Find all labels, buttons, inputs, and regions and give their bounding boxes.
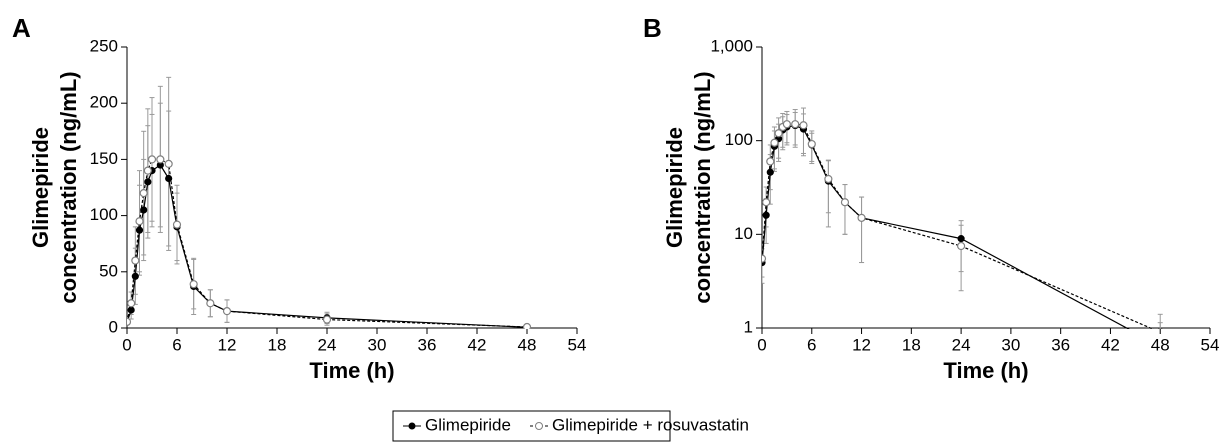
data-point (143, 166, 152, 175)
x-tick-label: 54 (1201, 335, 1220, 354)
data-point (770, 138, 779, 147)
x-tick-label: 6 (807, 335, 816, 354)
panel-label: B (643, 13, 662, 43)
x-tick-label: 42 (1101, 335, 1120, 354)
plot-area (127, 76, 532, 329)
x-tick-label: 0 (122, 335, 131, 354)
data-point (156, 155, 165, 164)
x-tick-label: 30 (1001, 335, 1020, 354)
data-point (762, 254, 767, 263)
data-point (807, 139, 816, 149)
data-point (840, 198, 850, 207)
error-bar (859, 196, 865, 264)
y-tick-label: 1 (744, 317, 753, 336)
x-tick-label: 24 (952, 335, 971, 354)
plot-area (762, 107, 1163, 329)
y-tick-label: 100 (725, 130, 753, 149)
x-tick-label: 6 (172, 335, 181, 354)
data-point (164, 159, 173, 168)
legend-label: Glimepiride (425, 415, 511, 434)
data-point (762, 211, 770, 219)
data-point (766, 157, 775, 166)
data-point (127, 317, 132, 326)
y-tick-label: 0 (109, 317, 118, 336)
legend-swatch (535, 422, 543, 430)
panel-label: A (12, 13, 31, 43)
data-point (782, 120, 791, 129)
data-point (957, 235, 965, 243)
y-axis-title: concentration (ng/mL) (56, 71, 81, 303)
data-point (135, 217, 144, 226)
data-point (131, 256, 140, 265)
error-bar (842, 184, 848, 235)
data-point (139, 189, 148, 198)
y-axis-title: Glimepiride (662, 127, 687, 248)
data-point (322, 315, 332, 324)
x-axis-title: Time (h) (943, 358, 1028, 383)
x-tick-label: 36 (1051, 335, 1070, 354)
y-tick-label: 1,000 (710, 36, 753, 55)
series-line (127, 158, 528, 328)
data-point (222, 307, 232, 316)
x-tick-label: 54 (568, 335, 587, 354)
error-bar (825, 160, 831, 214)
y-tick-label: 150 (90, 149, 118, 168)
data-point (799, 121, 808, 130)
x-tick-label: 48 (518, 335, 537, 354)
x-tick-label: 18 (268, 335, 287, 354)
y-tick-label: 250 (90, 36, 118, 55)
y-axis-title: Glimepiride (28, 127, 53, 248)
x-tick-label: 36 (418, 335, 437, 354)
x-tick-label: 42 (468, 335, 487, 354)
y-tick-label: 10 (734, 224, 753, 243)
data-point (774, 129, 783, 138)
y-tick-label: 200 (90, 93, 118, 112)
data-point (189, 280, 198, 289)
data-point (206, 299, 215, 308)
x-tick-label: 24 (318, 335, 337, 354)
error-bar (1157, 313, 1163, 329)
x-tick-label: 48 (1151, 335, 1170, 354)
data-point (147, 155, 157, 164)
data-point (1157, 328, 1163, 329)
legend-label: Glimepiride + rosuvastatin (552, 415, 749, 434)
x-axis-title: Time (h) (309, 358, 394, 383)
x-tick-label: 12 (852, 335, 871, 354)
y-tick-label: 50 (99, 261, 118, 280)
x-tick-label: 18 (902, 335, 921, 354)
data-point (791, 120, 800, 129)
x-tick-label: 0 (757, 335, 766, 354)
data-point (522, 322, 532, 329)
series-line (127, 164, 528, 328)
data-point (127, 299, 136, 308)
data-point (762, 198, 771, 207)
legend-box (392, 410, 671, 442)
data-point (172, 220, 182, 229)
x-tick-label: 12 (218, 335, 237, 354)
data-point (766, 168, 774, 176)
data-point (957, 241, 966, 251)
data-point (135, 226, 144, 234)
y-axis-title: concentration (ng/mL) (690, 71, 715, 303)
x-tick-label: 30 (368, 335, 387, 354)
legend-swatch (408, 422, 416, 430)
data-point (857, 213, 866, 222)
y-tick-label: 100 (90, 205, 118, 224)
data-point (824, 174, 833, 184)
